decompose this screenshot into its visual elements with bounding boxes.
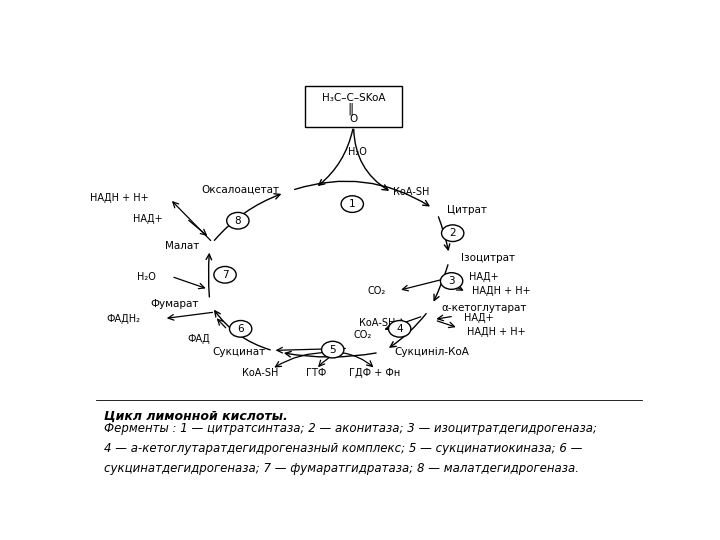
Circle shape (227, 212, 249, 229)
Text: НАД+: НАД+ (133, 214, 163, 225)
Text: Ізоцитрат: Ізоцитрат (461, 253, 515, 263)
Text: ФАД: ФАД (187, 334, 210, 344)
Text: ‖: ‖ (348, 103, 354, 116)
Text: 4: 4 (397, 324, 403, 334)
Text: ГТФ: ГТФ (306, 368, 326, 379)
Text: 3: 3 (449, 276, 455, 286)
Text: Цитрат: Цитрат (447, 205, 487, 215)
Circle shape (389, 321, 411, 337)
Text: КоА-SH: КоА-SH (359, 318, 396, 328)
Circle shape (230, 321, 252, 337)
Text: CO₂: CO₂ (354, 330, 372, 340)
Text: НАДН + Н+: НАДН + Н+ (467, 327, 526, 337)
Text: Малат: Малат (165, 241, 199, 251)
Text: H₂O: H₂O (137, 272, 156, 282)
Text: Оксалоацетат: Оксалоацетат (202, 185, 279, 194)
Text: КоА-SH: КоА-SH (242, 368, 279, 379)
Text: α-кетоглутарат: α-кетоглутарат (441, 303, 527, 313)
Circle shape (341, 196, 364, 212)
Text: ФАДН₂: ФАДН₂ (107, 314, 140, 325)
Text: O: O (349, 114, 358, 125)
Text: Цикл лимонной кислоты.: Цикл лимонной кислоты. (104, 410, 288, 423)
Text: 4 — а-кетоглутаратдегидрогеназный комплекс; 5 — сукцинатиокиназа; 6 —: 4 — а-кетоглутаратдегидрогеназный компле… (104, 442, 582, 455)
Text: Ферменты : 1 — цитратсинтаза; 2 — аконитаза; 3 — изоцитратдегидрогеназа;: Ферменты : 1 — цитратсинтаза; 2 — аконит… (104, 422, 597, 435)
Text: НАД+: НАД+ (464, 313, 493, 323)
Text: 6: 6 (238, 324, 244, 334)
Text: НАДН + Н+: НАДН + Н+ (472, 286, 531, 296)
Text: H₃C–C–SKoA: H₃C–C–SKoA (322, 93, 385, 103)
Text: КоА-SH: КоА-SH (393, 187, 429, 197)
Circle shape (441, 273, 463, 289)
Text: Сукциніл-КоА: Сукциніл-КоА (394, 347, 469, 357)
Text: Фумарат: Фумарат (150, 299, 199, 309)
Text: H₂O: H₂O (348, 147, 367, 157)
Circle shape (214, 266, 236, 283)
Circle shape (322, 341, 344, 358)
Text: 5: 5 (330, 345, 336, 355)
Text: CO₂: CO₂ (367, 286, 386, 296)
Text: 1: 1 (349, 199, 356, 209)
Circle shape (441, 225, 464, 241)
FancyBboxPatch shape (305, 85, 402, 127)
Text: 8: 8 (235, 215, 241, 226)
Text: 2: 2 (449, 228, 456, 238)
Text: НАД+: НАД+ (469, 272, 499, 282)
Text: сукцинатдегидрогеназа; 7 — фумаратгидратаза; 8 — малатдегидрогеназа.: сукцинатдегидрогеназа; 7 — фумаратгидрат… (104, 462, 579, 475)
Text: ГДФ + Фн: ГДФ + Фн (349, 368, 400, 379)
Text: Сукцинат: Сукцинат (212, 347, 266, 357)
Text: НАДН + Н+: НАДН + Н+ (90, 193, 148, 203)
Text: 7: 7 (222, 270, 228, 280)
